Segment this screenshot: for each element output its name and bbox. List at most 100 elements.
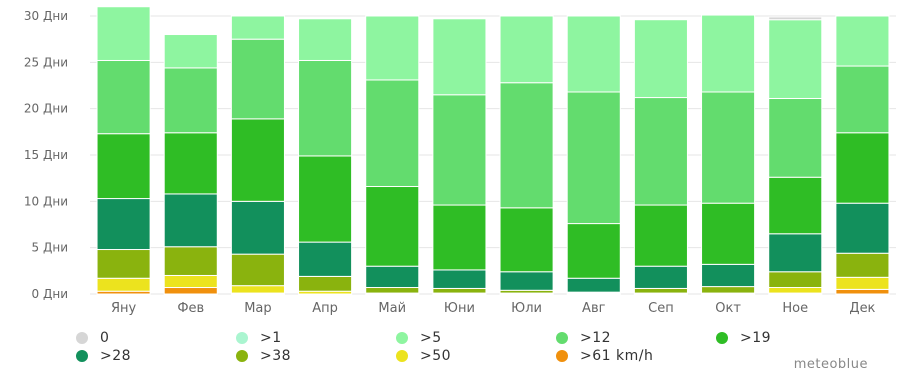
bar-segment[interactable]: [768, 19, 823, 99]
bar-segment[interactable]: [432, 269, 487, 289]
bar-segment[interactable]: [566, 223, 621, 279]
bar-segment[interactable]: [566, 277, 621, 293]
legend-label: >19: [740, 330, 772, 346]
bar-segment[interactable]: [835, 276, 890, 290]
bar-segment[interactable]: [768, 16, 823, 21]
bar-segment[interactable]: [365, 265, 420, 289]
bar-segment[interactable]: [365, 287, 420, 294]
bar-stack-7[interactable]: [566, 15, 621, 295]
bar-stack-4[interactable]: [365, 15, 420, 295]
bar-stack-8[interactable]: [633, 19, 688, 295]
bar-segment[interactable]: [835, 15, 890, 67]
bar-segment[interactable]: [499, 82, 554, 209]
bar-stack-9[interactable]: [701, 14, 756, 295]
bar-segment[interactable]: [230, 15, 285, 40]
bar-segment[interactable]: [230, 200, 285, 255]
bar-stack-3[interactable]: [298, 18, 353, 295]
bar-segment[interactable]: [499, 271, 554, 291]
bar-segment[interactable]: [701, 14, 756, 93]
bar-segment[interactable]: [298, 18, 353, 61]
bar-segment[interactable]: [835, 132, 890, 204]
x-tick-label: Май: [378, 301, 406, 316]
legend-item[interactable]: >5: [396, 330, 442, 346]
legend-label: >28: [100, 348, 132, 364]
bar-segment[interactable]: [432, 94, 487, 206]
bar-segment[interactable]: [835, 252, 890, 278]
legend-item[interactable]: >12: [556, 330, 611, 346]
bar-stack-10[interactable]: [768, 16, 823, 295]
bar-segment[interactable]: [633, 204, 688, 267]
legend-swatch: [396, 332, 408, 344]
bar-segment[interactable]: [96, 249, 151, 279]
bar-segment[interactable]: [298, 241, 353, 277]
bar-segment[interactable]: [768, 287, 823, 294]
bar-segment[interactable]: [633, 287, 688, 294]
legend-item[interactable]: >19: [716, 330, 771, 346]
legend-label: >61 km/h: [580, 348, 654, 364]
bar-segment[interactable]: [298, 155, 353, 243]
bar-segment[interactable]: [230, 118, 285, 202]
bar-segment[interactable]: [768, 176, 823, 235]
bar-segment[interactable]: [96, 277, 151, 292]
bar-segment[interactable]: [298, 275, 353, 292]
bar-segment[interactable]: [835, 65, 890, 134]
bar-segment[interactable]: [96, 133, 151, 200]
bar-segment[interactable]: [163, 274, 218, 289]
bar-segment[interactable]: [96, 198, 151, 251]
bar-stack-11[interactable]: [835, 15, 890, 295]
bar-segment[interactable]: [432, 287, 487, 294]
bar-segment[interactable]: [298, 59, 353, 157]
bar-segment[interactable]: [633, 265, 688, 289]
bar-segment[interactable]: [163, 132, 218, 195]
bar-stack-6[interactable]: [499, 15, 554, 295]
x-tick-label: Ное: [782, 301, 808, 316]
bar-stack-5[interactable]: [432, 18, 487, 295]
bar-segment[interactable]: [701, 202, 756, 265]
legend-item[interactable]: >28: [76, 348, 131, 364]
bar-segment[interactable]: [566, 15, 621, 93]
bar-segment[interactable]: [566, 91, 621, 225]
bar-segment[interactable]: [96, 59, 151, 135]
bar-segment[interactable]: [499, 15, 554, 84]
bar-segment[interactable]: [163, 193, 218, 248]
bar-segment[interactable]: [163, 34, 218, 69]
legend-label: >5: [420, 330, 442, 346]
bar-segment[interactable]: [230, 253, 285, 287]
bar-segment[interactable]: [768, 271, 823, 289]
bar-stack-2[interactable]: [230, 15, 285, 295]
bar-segment[interactable]: [365, 79, 420, 188]
legend-label: >38: [260, 348, 292, 364]
legend-item[interactable]: 0: [76, 330, 109, 346]
legend-swatch: [236, 332, 248, 344]
legend-label: >50: [420, 348, 452, 364]
bar-segment[interactable]: [365, 15, 420, 81]
bar-segment[interactable]: [835, 288, 890, 295]
x-tick-label: Авг: [582, 301, 606, 316]
bar-segment[interactable]: [499, 207, 554, 273]
bar-stack-0[interactable]: [96, 6, 151, 295]
x-tick-label: Мар: [244, 301, 271, 316]
bar-segment[interactable]: [768, 233, 823, 273]
bar-segment[interactable]: [835, 202, 890, 254]
bar-segment[interactable]: [633, 97, 688, 206]
bar-segment[interactable]: [432, 204, 487, 271]
bar-stack-1[interactable]: [163, 34, 218, 295]
bar-segment[interactable]: [432, 18, 487, 96]
bar-segment[interactable]: [633, 19, 688, 99]
legend-item[interactable]: >1: [236, 330, 282, 346]
bar-segment[interactable]: [365, 186, 420, 267]
bar-segment[interactable]: [96, 6, 151, 61]
bar-segment[interactable]: [230, 285, 285, 294]
bar-segment[interactable]: [230, 38, 285, 120]
bar-segment[interactable]: [701, 286, 756, 294]
bar-segment[interactable]: [701, 263, 756, 288]
bar-segment[interactable]: [768, 97, 823, 178]
x-tick-label: Фев: [177, 301, 204, 316]
bar-segment[interactable]: [163, 287, 218, 295]
legend-item[interactable]: >50: [396, 348, 451, 364]
legend-item[interactable]: >38: [236, 348, 291, 364]
bar-segment[interactable]: [163, 67, 218, 134]
legend-item[interactable]: >61 km/h: [556, 348, 653, 364]
bar-segment[interactable]: [701, 91, 756, 204]
bar-segment[interactable]: [163, 246, 218, 276]
